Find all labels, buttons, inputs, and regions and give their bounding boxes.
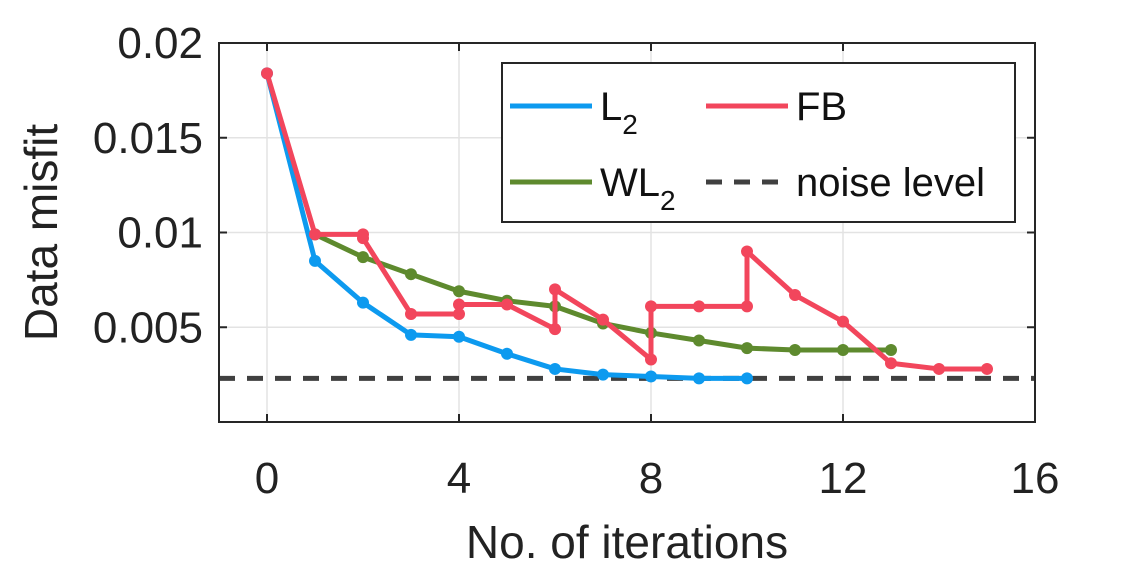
data-point-fb [741,245,753,258]
y-tick-label: 0.015 [93,114,203,163]
data-point-l2 [549,362,561,375]
data-point-fb [981,362,993,375]
data-point-wl2 [405,268,417,281]
data-point-fb [549,323,561,336]
data-point-l2 [597,368,609,381]
data-point-fb [885,357,897,370]
legend-wl2-subscript: 2 [660,185,676,216]
data-point-l2 [357,296,369,309]
legend-label-wl2: WL2 [600,161,676,216]
data-point-l2 [453,330,465,343]
data-point-fb [453,298,465,311]
data-point-fb [789,289,801,302]
data-point-wl2 [453,285,465,298]
data-point-fb [693,300,705,313]
data-point-fb [741,300,753,313]
x-tick-label: 8 [639,454,663,503]
tick-labels: 0 4 8 12 16 0.005 0.01 0.015 0.02 [93,19,1060,503]
x-tick-label: 16 [1011,454,1060,503]
y-tick-label: 0.005 [93,303,203,352]
data-point-fb [261,67,273,80]
data-point-fb [309,228,321,241]
legend-label-noise-level: noise level [796,161,985,205]
legend-l2-subscript: 2 [622,109,638,140]
data-point-fb [645,353,657,366]
data-point-fb [357,232,369,245]
legend-l2-name: L [600,85,622,129]
data-point-wl2 [789,343,801,356]
legend: L2 FB WL2 noise level [501,62,1016,223]
legend-box [501,62,1016,223]
data-point-fb [549,283,561,296]
y-axis-label: Data misfit [15,124,67,341]
ticks [219,42,1036,422]
data-point-wl2 [741,342,753,355]
data-point-wl2 [357,251,369,264]
x-tick-label: 4 [447,454,471,503]
x-axis-label: No. of iterations [466,516,788,568]
data-point-wl2 [837,343,849,356]
data-point-l2 [309,254,321,267]
data-point-fb [597,313,609,326]
data-point-l2 [645,370,657,383]
series-lines [261,67,993,385]
data-point-l2 [693,372,705,385]
data-point-fb [837,315,849,328]
legend-label-fb: FB [796,85,847,129]
x-tick-label: 0 [255,454,279,503]
legend-label-l2: L2 [600,85,638,140]
data-point-fb [645,300,657,313]
y-tick-label: 0.02 [117,19,203,68]
data-point-fb [405,307,417,320]
data-point-fb [501,298,513,311]
data-point-wl2 [885,343,897,356]
data-point-l2 [741,372,753,385]
y-tick-label: 0.01 [117,209,203,258]
data-point-l2 [501,347,513,360]
data-point-wl2 [693,334,705,347]
x-tick-label: 12 [819,454,868,503]
data-point-l2 [405,328,417,341]
data-point-fb [453,307,465,320]
legend-wl2-name: WL [600,161,660,205]
data-point-fb [933,362,945,375]
legend-fb-name: FB [796,85,847,129]
legend-noise-name: noise level [796,161,985,205]
